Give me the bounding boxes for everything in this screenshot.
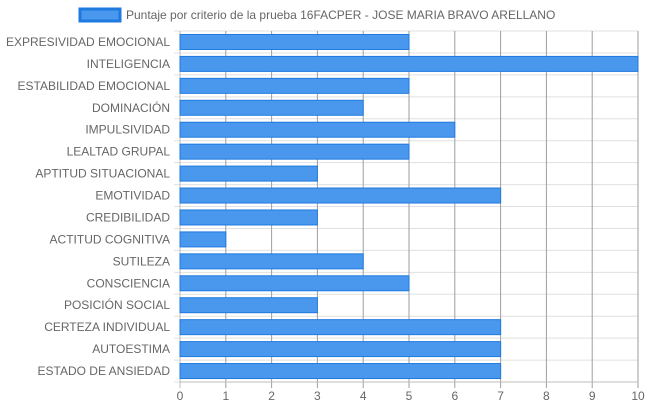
category-label: EMOTIVIDAD xyxy=(95,189,170,203)
x-tick-label: 10 xyxy=(631,389,645,403)
bar[interactable] xyxy=(179,297,318,314)
bar[interactable] xyxy=(179,231,227,248)
x-tick-label: 9 xyxy=(589,389,596,403)
category-label: CONSCIENCIA xyxy=(87,276,170,290)
category-label: POSICIÓN SOCIAL xyxy=(64,297,170,312)
category-label: APTITUD SITUACIONAL xyxy=(35,167,170,181)
bar[interactable] xyxy=(179,209,318,226)
bars xyxy=(179,33,639,380)
x-tick-label: 2 xyxy=(268,389,275,403)
category-label: DOMINACIÓN xyxy=(92,100,170,115)
x-tick-label: 1 xyxy=(222,389,229,403)
bar[interactable] xyxy=(179,319,502,336)
x-tick-label: 5 xyxy=(406,389,413,403)
category-label: SUTILEZA xyxy=(113,254,170,268)
bar[interactable] xyxy=(179,363,502,380)
category-labels: EXPRESIVIDAD EMOCIONAL INTELIGENCIA ESTABI… xyxy=(6,35,170,378)
bar[interactable] xyxy=(179,275,410,292)
category-label: ESTADO DE ANSIEDAD xyxy=(38,364,171,378)
bar[interactable] xyxy=(179,77,410,94)
category-label: ESTABILIDAD EMOCIONAL xyxy=(18,79,171,93)
bar[interactable] xyxy=(179,341,502,358)
category-label: CERTEZA INDIVIDUAL xyxy=(44,320,170,334)
bar[interactable] xyxy=(179,187,502,204)
x-tick-label: 3 xyxy=(314,389,321,403)
bar[interactable] xyxy=(179,55,639,72)
legend[interactable]: Puntaje por criterio de la prueba 16FACP… xyxy=(78,7,555,23)
x-tick-label: 8 xyxy=(543,389,550,403)
bar[interactable] xyxy=(179,253,364,270)
x-tick-label: 7 xyxy=(497,389,504,403)
x-tick-label: 0 xyxy=(177,389,184,403)
category-label: IMPULSIVIDAD xyxy=(85,123,170,137)
category-label: ACTITUD COGNITIVA xyxy=(50,232,170,246)
category-label: AUTOESTIMA xyxy=(92,342,170,356)
bar[interactable] xyxy=(179,165,318,182)
category-label: LEALTAD GRUPAL xyxy=(67,145,171,159)
category-label: EXPRESIVIDAD EMOCIONAL xyxy=(6,35,170,49)
legend-swatch xyxy=(78,7,122,23)
bar[interactable] xyxy=(179,33,410,50)
bar[interactable] xyxy=(179,143,410,160)
x-tick-label: 4 xyxy=(360,389,367,403)
x-axis-tick-labels: 0 1 2 3 4 5 6 7 8 9 10 xyxy=(177,389,645,403)
category-label: CREDIBILIDAD xyxy=(86,210,170,224)
category-label: INTELIGENCIA xyxy=(87,57,170,71)
bar[interactable] xyxy=(179,99,364,116)
bar[interactable] xyxy=(179,121,456,138)
x-tick-label: 6 xyxy=(451,389,458,403)
legend-label: Puntaje por criterio de la prueba 16FACP… xyxy=(126,8,555,22)
